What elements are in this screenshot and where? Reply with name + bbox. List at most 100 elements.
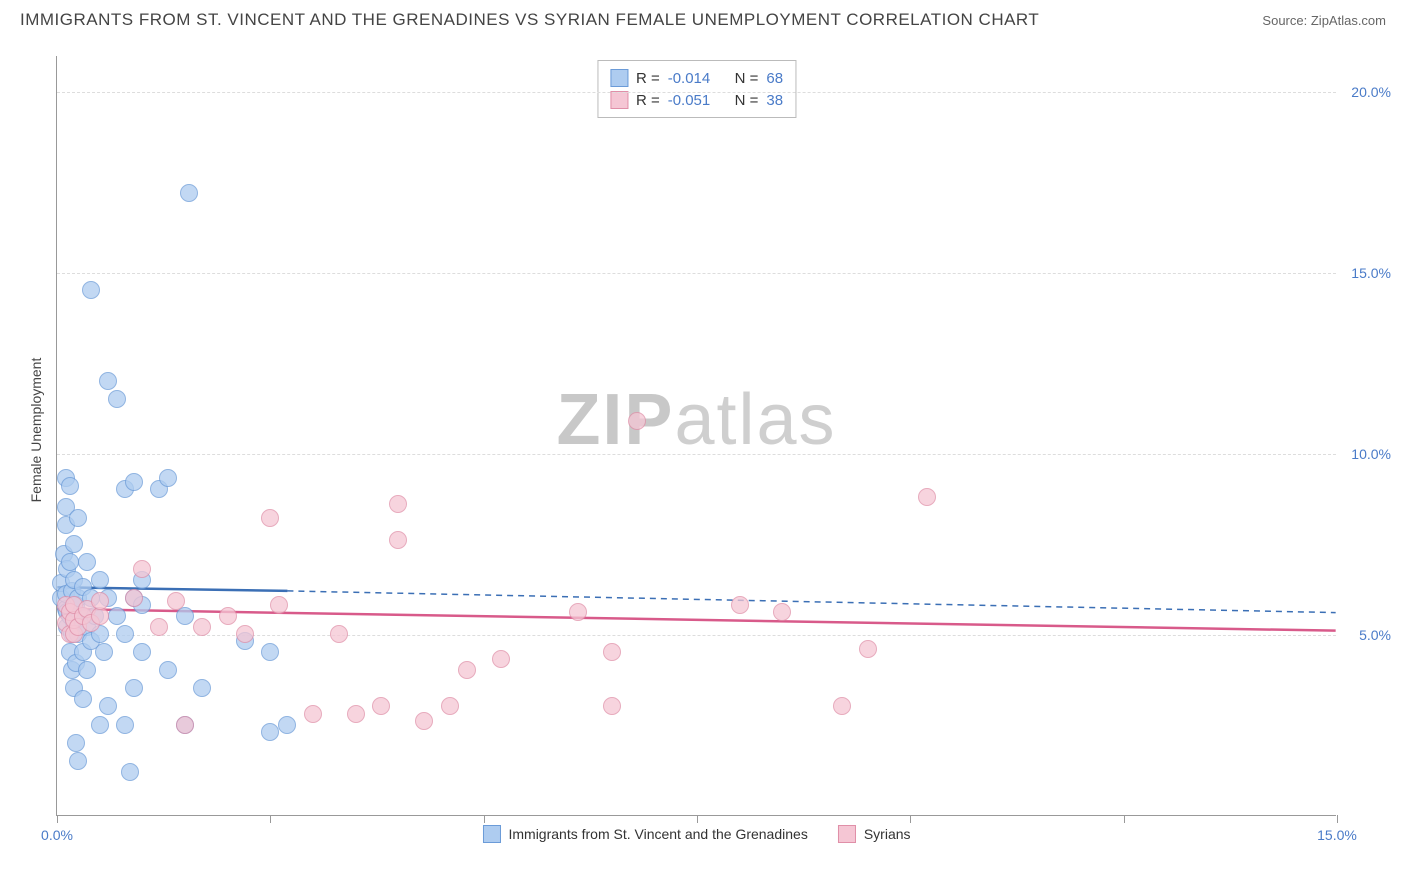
y-tick-label: 10.0%: [1351, 446, 1391, 462]
data-point: [78, 661, 96, 679]
data-point: [261, 509, 279, 527]
source-attribution: Source: ZipAtlas.com: [1262, 13, 1386, 28]
data-point: [82, 281, 100, 299]
n-label: N =: [735, 92, 759, 109]
y-axis-label: Female Unemployment: [28, 358, 44, 503]
r-value-1: -0.014: [668, 70, 711, 87]
data-point: [69, 509, 87, 527]
data-point: [603, 643, 621, 661]
legend-item-1: Immigrants from St. Vincent and the Gren…: [482, 825, 807, 843]
data-point: [74, 690, 92, 708]
data-point: [278, 716, 296, 734]
watermark-zip: ZIP: [556, 380, 674, 460]
legend-swatch-series-1: [482, 825, 500, 843]
data-point: [116, 625, 134, 643]
chart-title: IMMIGRANTS FROM ST. VINCENT AND THE GREN…: [20, 10, 1039, 30]
data-point: [69, 752, 87, 770]
source-name: ZipAtlas.com: [1311, 13, 1386, 28]
data-point: [261, 723, 279, 741]
data-point: [159, 661, 177, 679]
x-tick: [697, 815, 698, 823]
x-tick: [1124, 815, 1125, 823]
x-tick: [270, 815, 271, 823]
data-point: [270, 596, 288, 614]
y-tick-label: 5.0%: [1359, 627, 1391, 643]
data-point: [159, 469, 177, 487]
data-point: [108, 607, 126, 625]
data-point: [833, 697, 851, 715]
data-point: [108, 390, 126, 408]
x-tick: [910, 815, 911, 823]
legend-label-1: Immigrants from St. Vincent and the Gren…: [508, 826, 807, 842]
data-point: [773, 603, 791, 621]
x-tick: [484, 815, 485, 823]
data-point: [167, 592, 185, 610]
data-point: [95, 643, 113, 661]
data-point: [569, 603, 587, 621]
data-point: [372, 697, 390, 715]
data-point: [125, 679, 143, 697]
r-label: R =: [636, 92, 660, 109]
data-point: [133, 643, 151, 661]
legend-stats-row-1: R = -0.014 N = 68: [610, 67, 783, 89]
gridline: [57, 273, 1336, 274]
n-label: N =: [735, 70, 759, 87]
data-point: [176, 716, 194, 734]
data-point: [65, 535, 83, 553]
data-point: [125, 589, 143, 607]
legend-stats: R = -0.014 N = 68 R = -0.051 N = 38: [597, 60, 796, 118]
data-point: [180, 184, 198, 202]
scatter-chart: ZIPatlas R = -0.014 N = 68 R = -0.051 N …: [56, 56, 1336, 816]
data-point: [99, 697, 117, 715]
y-tick-label: 15.0%: [1351, 265, 1391, 281]
x-tick-label: 0.0%: [41, 827, 73, 843]
data-point: [236, 625, 254, 643]
data-point: [261, 643, 279, 661]
x-tick: [57, 815, 58, 823]
data-point: [61, 553, 79, 571]
data-point: [78, 553, 96, 571]
data-point: [347, 705, 365, 723]
data-point: [91, 592, 109, 610]
data-point: [492, 650, 510, 668]
data-point: [415, 712, 433, 730]
gridline: [57, 454, 1336, 455]
source-label: Source:: [1262, 13, 1307, 28]
legend-series: Immigrants from St. Vincent and the Gren…: [482, 825, 910, 843]
data-point: [121, 763, 139, 781]
data-point: [133, 560, 151, 578]
watermark-atlas: atlas: [674, 380, 836, 460]
data-point: [91, 716, 109, 734]
n-value-2: 38: [766, 92, 783, 109]
n-value-1: 68: [766, 70, 783, 87]
data-point: [441, 697, 459, 715]
r-label: R =: [636, 70, 660, 87]
data-point: [389, 531, 407, 549]
data-point: [125, 473, 143, 491]
data-point: [150, 618, 168, 636]
data-point: [193, 618, 211, 636]
legend-label-2: Syrians: [864, 826, 911, 842]
trend-lines: [57, 56, 1336, 815]
data-point: [628, 412, 646, 430]
x-tick-label: 15.0%: [1317, 827, 1357, 843]
data-point: [67, 734, 85, 752]
data-point: [193, 679, 211, 697]
legend-swatch-1: [610, 69, 628, 87]
r-value-2: -0.051: [668, 92, 711, 109]
y-tick-label: 20.0%: [1351, 84, 1391, 100]
data-point: [219, 607, 237, 625]
data-point: [918, 488, 936, 506]
data-point: [304, 705, 322, 723]
gridline: [57, 92, 1336, 93]
data-point: [330, 625, 348, 643]
watermark: ZIPatlas: [556, 379, 836, 461]
data-point: [116, 716, 134, 734]
data-point: [389, 495, 407, 513]
legend-swatch-series-2: [838, 825, 856, 843]
data-point: [61, 477, 79, 495]
legend-swatch-2: [610, 91, 628, 109]
data-point: [859, 640, 877, 658]
data-point: [99, 372, 117, 390]
legend-item-2: Syrians: [838, 825, 911, 843]
